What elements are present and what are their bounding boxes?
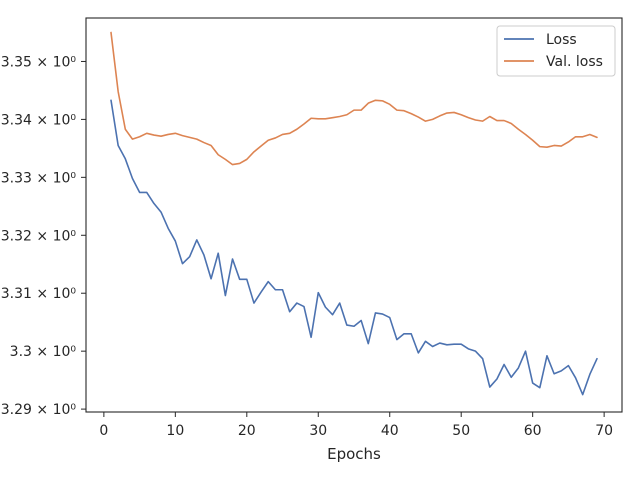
y-tick-label: 3.31 × 10⁰ [1, 286, 77, 302]
plot-frame [85, 17, 623, 413]
legend: Loss Val. loss [496, 25, 616, 77]
x-tick-label: 20 [238, 423, 256, 439]
legend-label-loss: Loss [546, 32, 577, 48]
series-line-loss [110, 99, 598, 396]
x-tick-label: 10 [166, 423, 184, 439]
y-tick-label: 3.35 × 10⁰ [1, 54, 77, 70]
x-tick-label: 40 [381, 423, 399, 439]
x-tick-label: 60 [524, 423, 542, 439]
x-tick-label: 30 [309, 423, 327, 439]
plot-area [86, 18, 622, 412]
legend-label-val-loss: Val. loss [546, 54, 603, 70]
series-line-val-loss [110, 31, 598, 166]
series-layer [110, 31, 598, 396]
y-tick-label: 3.29 × 10⁰ [1, 402, 77, 418]
x-axis-label: Epochs [327, 445, 381, 463]
x-tick-label: 50 [452, 423, 470, 439]
y-tick-label: 3.34 × 10⁰ [1, 112, 77, 128]
y-tick-label: 3.33 × 10⁰ [1, 170, 77, 186]
y-tick-label: 3.3 × 10⁰ [10, 344, 77, 360]
x-tick-label: 0 [99, 423, 108, 439]
axis-layer: 0 10 20 30 40 50 60 70 3.29 × 10⁰ 3.3 × 10⁰ 3.31 ×… [1, 54, 613, 439]
x-tick-label: 70 [595, 423, 613, 439]
y-tick-label: 3.32 × 10⁰ [1, 228, 77, 244]
